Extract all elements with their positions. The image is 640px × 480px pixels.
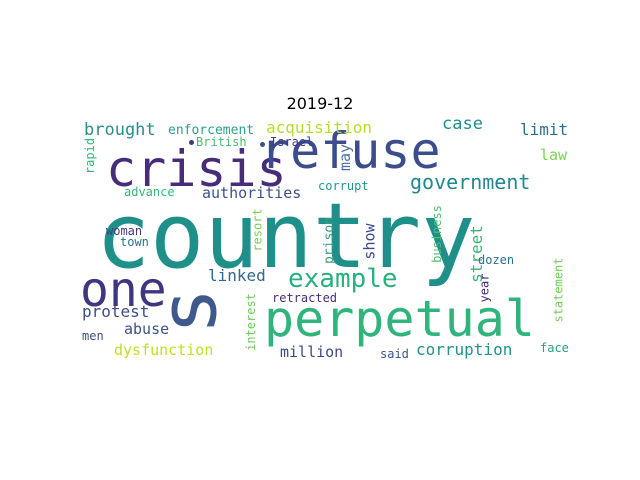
- word-corruption: corruption: [416, 340, 513, 359]
- word-law: law: [540, 146, 568, 164]
- word-woman: woman: [106, 224, 143, 238]
- word-corrupt: corrupt: [318, 179, 369, 193]
- word-country: country: [96, 184, 476, 289]
- word-statement: statement: [551, 257, 566, 323]
- word-case: case: [442, 114, 483, 134]
- dot-glyph: [260, 142, 265, 147]
- word-limit: limit: [520, 120, 569, 139]
- word-prison: prison: [321, 217, 337, 264]
- word-show: show: [360, 223, 379, 260]
- word-example: example: [288, 264, 398, 294]
- word-refuse: refuse: [260, 122, 441, 180]
- word-enforcement: enforcement: [168, 123, 255, 138]
- dot-glyph: [189, 140, 194, 145]
- word-one: one: [80, 262, 167, 318]
- word-dysfunction: dysfunction: [114, 341, 214, 359]
- word-said: said: [380, 347, 409, 361]
- word-million: million: [280, 343, 344, 361]
- word-perpetual: perpetual: [264, 290, 535, 348]
- word-dozen: dozen: [478, 253, 515, 267]
- word-israel: Israel: [270, 135, 314, 149]
- word-advance: advance: [124, 185, 175, 199]
- word-face: face: [540, 341, 569, 355]
- word-year: year: [477, 273, 492, 303]
- word-interest: interest: [243, 293, 258, 351]
- word-town: town: [120, 235, 149, 249]
- word-british: British: [196, 135, 247, 149]
- word-cloud: country crisis refuse perpetual one s ex…: [80, 116, 569, 361]
- word-abuse: abuse: [124, 320, 170, 338]
- word-authorities: authorities: [202, 184, 302, 202]
- word-rapid: rapid: [83, 137, 98, 175]
- word-protest: protest: [82, 302, 150, 321]
- chart-title: 2019-12: [286, 94, 354, 113]
- word-retracted: retracted: [272, 291, 338, 305]
- word-brought: brought: [84, 120, 156, 140]
- word-linked: linked: [208, 266, 266, 285]
- word-crisis: crisis: [106, 140, 287, 198]
- word-government: government: [410, 170, 531, 194]
- word-business: business: [429, 205, 444, 263]
- word-may: may: [336, 143, 355, 172]
- word-acquisition: acquisition: [266, 118, 372, 137]
- word-resort: resort: [250, 208, 265, 252]
- word-men: men: [82, 329, 104, 343]
